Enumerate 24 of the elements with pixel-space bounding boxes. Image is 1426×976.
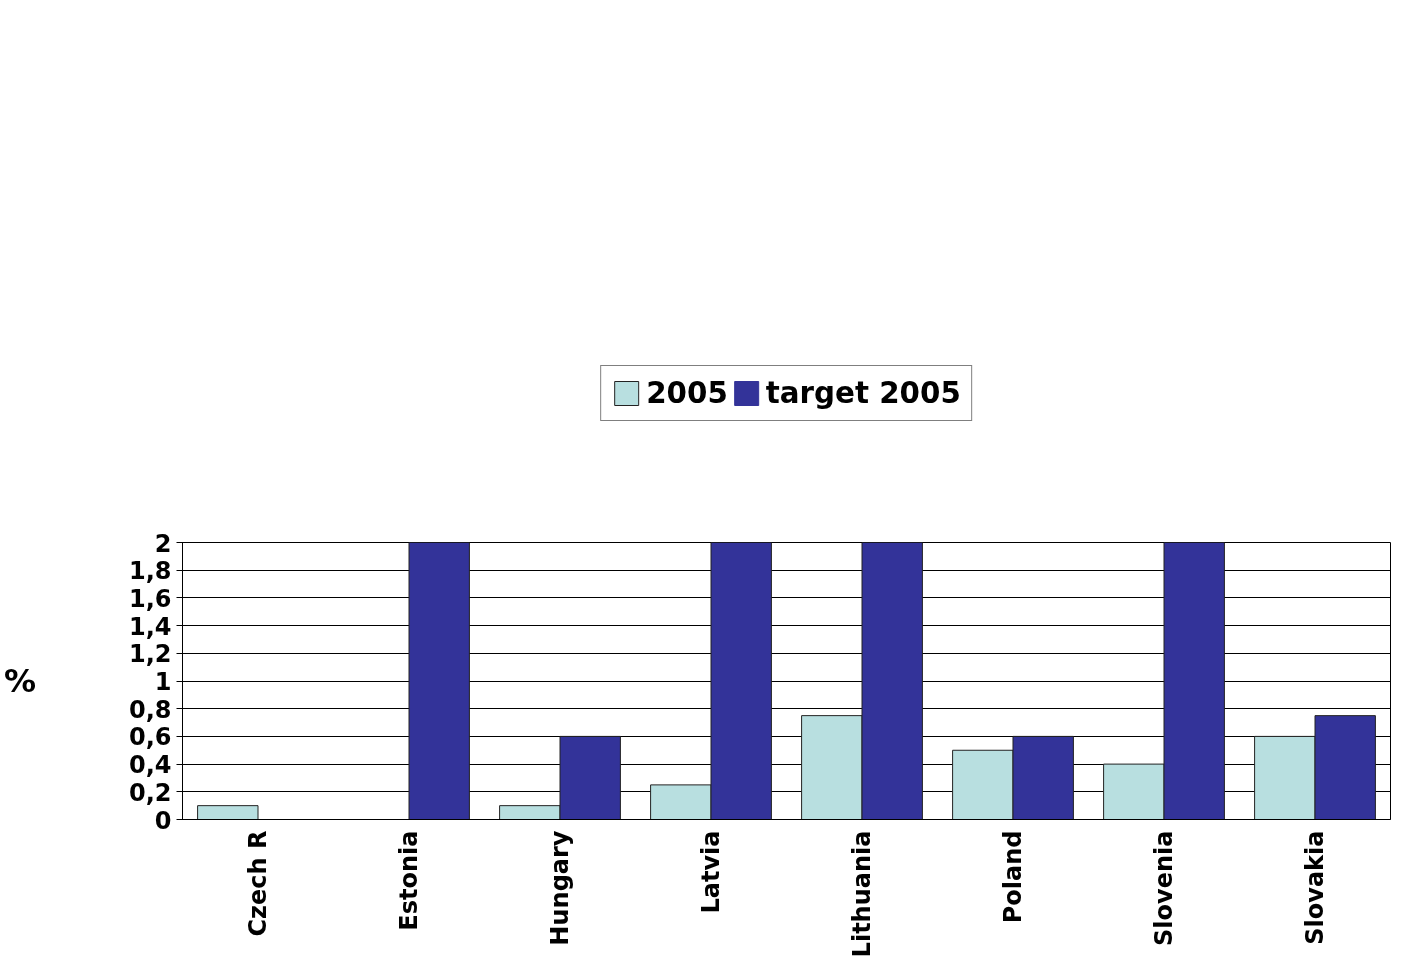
y-tick-label: 1 <box>154 668 172 696</box>
y-tick-label: 0,2 <box>128 778 172 807</box>
x-tick-label: Latvia <box>697 830 725 914</box>
x-tick-label: Czech R <box>244 830 272 937</box>
y-tick-label: 1,2 <box>128 640 172 669</box>
y-tick-label: 1,8 <box>128 557 172 586</box>
x-tick-label: Hungary <box>546 830 574 946</box>
y-axis-title: % <box>3 662 36 700</box>
y-tick-label: 1,6 <box>128 584 172 613</box>
x-tick-label: Slovakia <box>1301 830 1329 945</box>
y-tick-label: 2 <box>154 529 172 558</box>
x-tick-label: Estonia <box>395 830 423 931</box>
x-tick-label: Slovenia <box>1150 830 1178 946</box>
bar <box>197 805 259 820</box>
y-tick-label: 0,6 <box>128 723 172 752</box>
y-tick-label: 0,8 <box>128 695 172 724</box>
y-tick-label: 0,4 <box>128 751 172 780</box>
bar <box>408 542 470 820</box>
y-tick-label: 0 <box>154 806 172 835</box>
legend-label: 2005 <box>646 375 728 410</box>
legend-label: target 2005 <box>765 375 961 410</box>
x-tick-label: Poland <box>999 830 1027 924</box>
x-tick-label: Lithuania <box>848 830 876 958</box>
y-tick-label: 1,4 <box>128 612 172 641</box>
